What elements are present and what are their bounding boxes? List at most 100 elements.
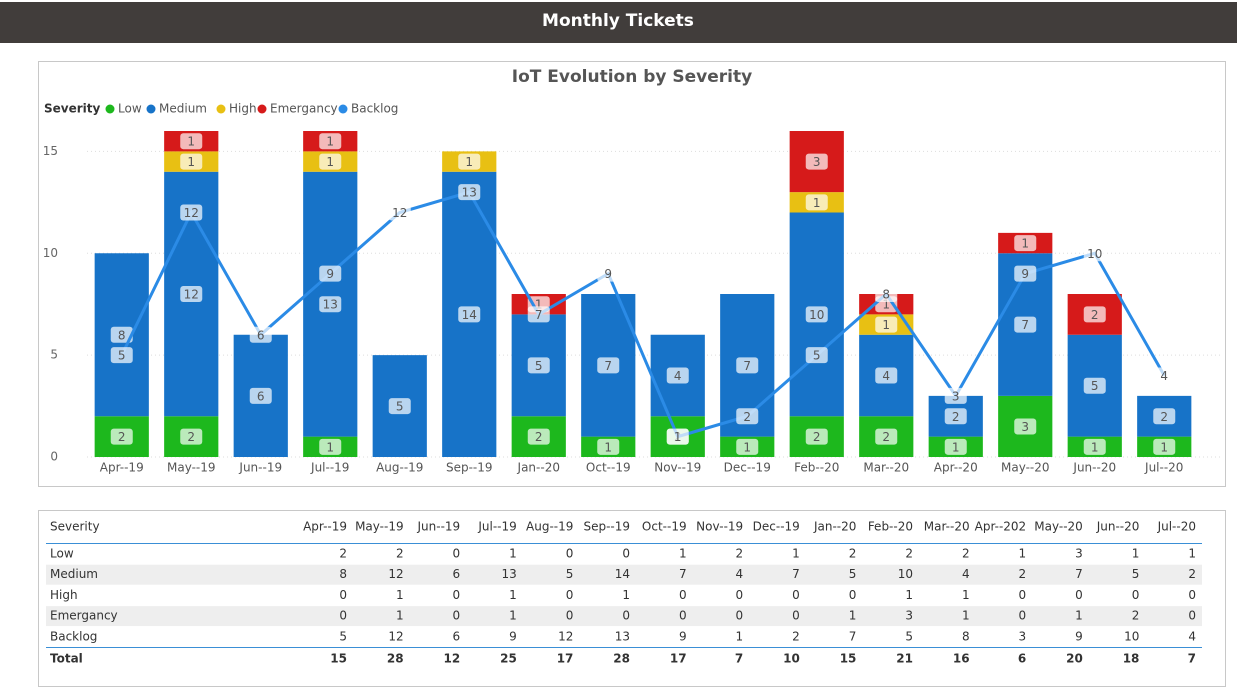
table-cell: 12: [388, 629, 403, 643]
data-label-box: [597, 265, 620, 282]
data-label-box: [180, 428, 203, 445]
table-header: Mar--20: [924, 520, 970, 534]
x-tick-label: Jun--20: [1072, 461, 1116, 475]
data-label: 1: [326, 440, 334, 454]
data-label: 10: [809, 308, 824, 322]
data-label: 10: [1087, 247, 1102, 261]
data-label-box: [458, 306, 481, 323]
data-label: 3: [952, 389, 960, 403]
data-label-box: [458, 184, 481, 201]
table-row-band: [46, 606, 1202, 627]
table-cell: 0: [736, 588, 744, 602]
table-cell: 2: [962, 547, 970, 561]
y-tick-label: 0: [50, 450, 58, 464]
y-tick-label: 15: [43, 144, 58, 158]
table-cell: 14: [615, 567, 630, 581]
table-cell: 1: [396, 588, 404, 602]
data-label: 2: [118, 430, 126, 444]
table-total-cell: 28: [613, 652, 630, 666]
table-cell: 0: [1132, 588, 1140, 602]
table-total-cell: 17: [670, 652, 687, 666]
x-tick-label: Sep--19: [446, 461, 493, 475]
table-cell: 9: [679, 629, 687, 643]
data-label-box: [388, 398, 411, 415]
data-label: 6: [257, 328, 265, 342]
data-label-box: [1014, 265, 1037, 282]
data-label-box: [875, 316, 898, 333]
data-label-box: [805, 347, 828, 364]
data-label-box: [1014, 316, 1037, 333]
x-tick-label: Aug--19: [376, 461, 423, 475]
table-cell: 0: [1188, 588, 1196, 602]
data-label: 6: [257, 389, 265, 403]
table-cell: 0: [849, 588, 857, 602]
x-tick-label: May--20: [1001, 461, 1050, 475]
data-label-box: [180, 286, 203, 302]
data-label: 1: [743, 440, 751, 454]
table-total-cell: 12: [443, 652, 460, 666]
table-total-cell: 6: [1018, 652, 1026, 666]
table-row-label: Emergancy: [50, 609, 118, 623]
table-cell: 2: [736, 547, 744, 561]
data-label: 7: [535, 308, 543, 322]
table-cell: 13: [502, 567, 517, 581]
data-label: 1: [535, 298, 543, 312]
x-tick-label: Mar--20: [863, 461, 909, 475]
data-label-box: [805, 306, 828, 323]
data-label: 2: [535, 430, 543, 444]
data-label: 12: [184, 206, 199, 220]
data-label-box: [805, 153, 828, 170]
table-header: Oct--19: [642, 520, 687, 534]
table-header: Nov--19: [696, 520, 743, 534]
x-tick-label: Jul--20: [1144, 461, 1183, 475]
data-label-box: [319, 265, 342, 282]
table-total-cell: 20: [1066, 652, 1083, 666]
data-label: 1: [952, 440, 960, 454]
table-header: Severity: [50, 520, 100, 534]
table-cell: 4: [1188, 629, 1196, 643]
x-tick-label: Nov--19: [654, 461, 701, 475]
table-cell: 0: [679, 588, 687, 602]
data-label: 1: [1091, 440, 1099, 454]
data-label-box: [180, 204, 203, 221]
data-label: 4: [882, 369, 890, 383]
data-label-box: [110, 326, 133, 343]
data-label: 1: [187, 155, 195, 169]
table-cell: 3: [1019, 629, 1027, 643]
data-label-box: [1153, 367, 1176, 384]
data-label-box: [1083, 306, 1106, 323]
data-label: 5: [396, 400, 404, 414]
line: [120, 190, 1166, 439]
table-cell: 13: [615, 629, 630, 643]
table-cell: 0: [1019, 588, 1027, 602]
table-cell: 0: [339, 609, 347, 623]
table-cell: 1: [1019, 547, 1027, 561]
table-cell: 1: [849, 609, 857, 623]
table-cell: 7: [679, 567, 687, 581]
table-cell: 2: [1188, 567, 1196, 581]
data-label-box: [458, 153, 481, 170]
table-cell: 0: [453, 588, 461, 602]
table-cell: 9: [1075, 629, 1083, 643]
legend-label: Backlog: [351, 102, 398, 116]
chart-title: IoT Evolution by Severity: [512, 67, 752, 87]
table-cell: 2: [849, 547, 857, 561]
data-label-box: [1153, 408, 1176, 425]
data-label: 8: [118, 328, 126, 342]
table-cell: 1: [1132, 547, 1140, 561]
table-cell: 12: [558, 629, 573, 643]
table-cell: 5: [339, 629, 347, 643]
data-label: 2: [952, 410, 960, 424]
data-label: 8: [882, 288, 890, 302]
table-cell: 2: [339, 547, 347, 561]
data-label: 13: [323, 298, 338, 312]
data-label: 2: [743, 410, 751, 424]
data-label: 7: [1021, 318, 1029, 332]
data-label-box: [1014, 235, 1037, 252]
x-tick-label: Feb--20: [794, 461, 839, 475]
table-total-cell: 28: [387, 652, 404, 666]
data-label: 14: [462, 308, 477, 322]
table-cell: 7: [849, 629, 857, 643]
